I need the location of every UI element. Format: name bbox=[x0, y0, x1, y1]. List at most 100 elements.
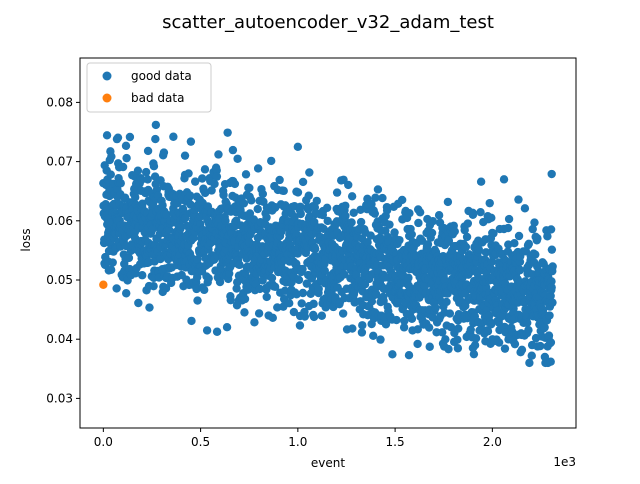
good-data-point bbox=[169, 132, 178, 141]
good-data-point bbox=[106, 170, 115, 179]
good-data-point bbox=[232, 284, 241, 293]
good-data-point bbox=[450, 227, 459, 236]
good-data-point bbox=[134, 298, 143, 308]
good-data-point bbox=[235, 260, 244, 270]
good-data-point bbox=[444, 344, 453, 354]
y-tick-label: 0.05 bbox=[46, 273, 73, 287]
good-data-point bbox=[474, 245, 483, 254]
good-data-point bbox=[527, 351, 536, 360]
good-data-point bbox=[214, 150, 223, 159]
good-data-point bbox=[285, 299, 294, 308]
good-data-point bbox=[397, 195, 407, 205]
legend: good data bad data bbox=[86, 62, 212, 113]
good-data-point bbox=[247, 196, 256, 205]
good-data-point bbox=[546, 225, 556, 234]
good-data-point bbox=[444, 236, 454, 246]
good-data-point bbox=[298, 177, 308, 187]
good-data-point bbox=[332, 188, 342, 197]
good-data-point bbox=[137, 175, 146, 185]
good-data-point bbox=[546, 338, 556, 347]
good-data-point bbox=[181, 214, 190, 223]
good-data-point bbox=[159, 148, 169, 157]
good-data-point bbox=[212, 166, 221, 175]
good-data-point bbox=[300, 312, 310, 321]
good-data-point bbox=[141, 167, 151, 177]
good-data-point bbox=[250, 318, 259, 327]
good-data-point bbox=[240, 294, 250, 304]
good-data-point bbox=[339, 270, 349, 279]
good-data-point bbox=[253, 164, 263, 173]
good-data-point bbox=[202, 326, 212, 335]
good-data-point bbox=[427, 228, 437, 238]
good-data-point bbox=[118, 162, 128, 172]
good-data-point bbox=[245, 183, 254, 193]
good-data-point bbox=[305, 168, 314, 177]
good-data-point bbox=[294, 275, 304, 285]
good-data-point bbox=[185, 191, 195, 200]
x-axis-label: event bbox=[311, 456, 345, 470]
good-data-point bbox=[191, 177, 200, 186]
good-data-point bbox=[138, 271, 147, 280]
good-data-point bbox=[395, 235, 404, 245]
legend-label-bad-data: bad data bbox=[131, 91, 184, 105]
x-tick-label: 0.0 bbox=[94, 435, 113, 449]
good-data-point bbox=[476, 207, 485, 217]
good-data-point bbox=[366, 231, 375, 240]
good-data-point bbox=[184, 169, 193, 178]
legend-frame bbox=[86, 62, 212, 113]
good-data-point bbox=[312, 196, 321, 206]
good-data-point bbox=[434, 211, 444, 220]
good-data-point bbox=[200, 188, 210, 198]
good-data-point bbox=[138, 199, 147, 208]
legend-marker-bad-data bbox=[102, 93, 112, 103]
good-data-point bbox=[192, 272, 202, 282]
good-data-point bbox=[547, 245, 557, 254]
good-data-point bbox=[466, 325, 475, 334]
good-data-point bbox=[530, 218, 539, 227]
y-axis-label: loss bbox=[19, 228, 33, 251]
good-data-point bbox=[199, 285, 209, 295]
good-data-point bbox=[404, 273, 413, 282]
good-data-point bbox=[517, 345, 527, 354]
good-data-point bbox=[293, 188, 303, 197]
good-data-point bbox=[161, 284, 171, 293]
good-data-point bbox=[319, 224, 328, 234]
good-data-point bbox=[536, 341, 545, 351]
good-data-point bbox=[485, 198, 494, 208]
good-data-point bbox=[390, 228, 399, 237]
good-data-point bbox=[149, 281, 158, 291]
good-data-point bbox=[106, 265, 116, 275]
good-data-point bbox=[277, 227, 286, 236]
good-data-point bbox=[546, 357, 555, 366]
good-data-point bbox=[385, 220, 394, 229]
good-data-point bbox=[255, 284, 265, 294]
good-data-point bbox=[547, 277, 556, 286]
good-data-point bbox=[358, 321, 367, 330]
good-data-point bbox=[296, 209, 305, 219]
good-data-point bbox=[289, 307, 299, 317]
good-data-point bbox=[223, 128, 232, 137]
good-data-point bbox=[275, 175, 284, 185]
good-data-point bbox=[198, 174, 207, 183]
good-data-point bbox=[413, 339, 422, 349]
good-data-point bbox=[510, 339, 520, 349]
good-data-point bbox=[441, 335, 450, 344]
bad-data-point bbox=[99, 280, 108, 289]
good-data-point bbox=[233, 278, 242, 287]
good-data-point bbox=[363, 238, 372, 247]
good-data-point bbox=[531, 250, 540, 259]
good-data-point bbox=[515, 266, 525, 275]
good-data-point bbox=[133, 166, 143, 175]
y-tick-label: 0.07 bbox=[46, 155, 73, 169]
good-data-point bbox=[212, 172, 222, 181]
good-data-point bbox=[105, 218, 115, 227]
good-data-point bbox=[423, 240, 433, 249]
good-data-point bbox=[149, 162, 159, 171]
good-data-point bbox=[241, 170, 251, 179]
x-tick-label: 1.5 bbox=[386, 435, 405, 449]
good-data-point bbox=[228, 145, 238, 155]
good-data-point bbox=[525, 358, 534, 368]
good-data-point bbox=[215, 277, 225, 287]
good-data-point bbox=[514, 195, 523, 204]
